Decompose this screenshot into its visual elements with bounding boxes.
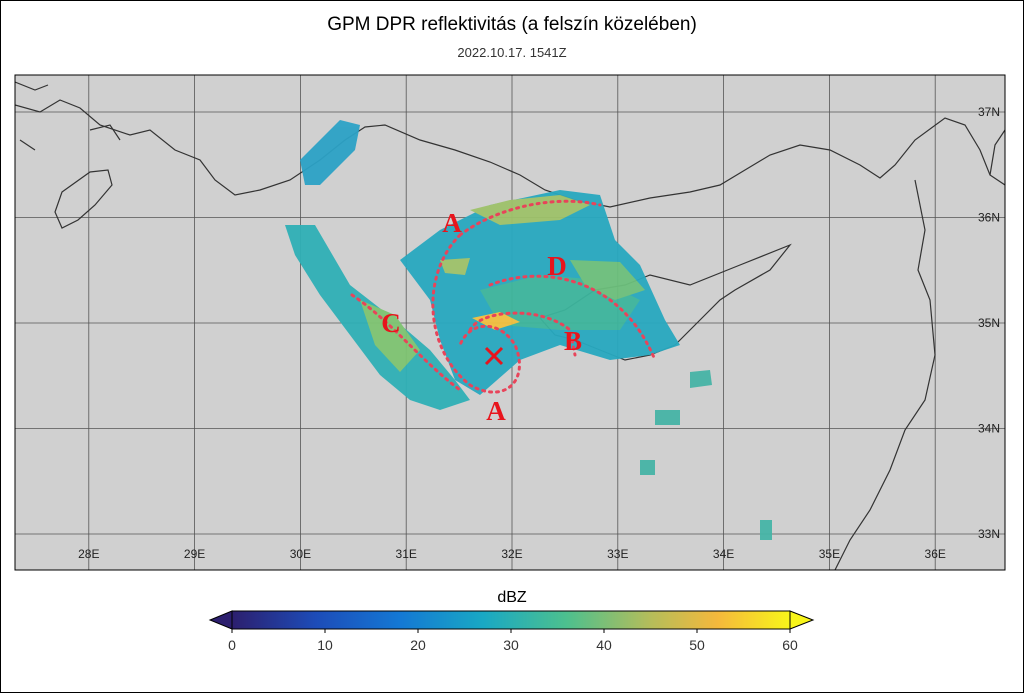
title: GPM DPR reflektivitás (a felszín közeléb… bbox=[327, 14, 697, 35]
colorbar-tick-label: 30 bbox=[503, 637, 519, 653]
map-border bbox=[14, 74, 1006, 571]
map: A A B C D 28E 29E 30E 31E 32E 33E 34E 35E 36E 37N… bbox=[15, 75, 1005, 570]
annotation: A bbox=[486, 396, 506, 426]
lat-label: 36N bbox=[978, 211, 1000, 225]
lon-label: 33E bbox=[607, 547, 628, 561]
lat-label: 35N bbox=[978, 316, 1000, 330]
graticule bbox=[15, 75, 1005, 570]
colorbar-label: dBZ bbox=[497, 589, 527, 606]
lat-label: 33N bbox=[978, 527, 1000, 541]
annotation: A bbox=[442, 208, 462, 238]
lon-label: 35E bbox=[819, 547, 840, 561]
colorbar-tick-label: 60 bbox=[782, 637, 798, 653]
annotation: B bbox=[564, 326, 582, 356]
lon-label: 36E bbox=[925, 547, 946, 561]
lon-label: 30E bbox=[290, 547, 311, 561]
lon-label: 34E bbox=[713, 547, 734, 561]
colorbar-tick-label: 40 bbox=[596, 637, 612, 653]
reflectivity-echoes bbox=[285, 120, 772, 540]
graticule-labels: 28E 29E 30E 31E 32E 33E 34E 35E 36E 37N 36N 35N 34N 3… bbox=[78, 105, 1000, 561]
lon-label: 28E bbox=[78, 547, 99, 561]
colorbar-tick-label: 10 bbox=[317, 637, 333, 653]
colorbar-tick-label: 50 bbox=[689, 637, 705, 653]
colorbar-tick-label: 0 bbox=[228, 637, 236, 653]
dotted-tracks bbox=[350, 199, 657, 394]
annotation: D bbox=[547, 251, 567, 281]
lat-label: 37N bbox=[978, 105, 1000, 119]
lon-label: 31E bbox=[396, 547, 417, 561]
annotation: C bbox=[381, 308, 401, 338]
subtitle: 2022.10.17. 1541Z bbox=[457, 45, 566, 60]
colorbar-tick-label: 20 bbox=[410, 637, 426, 653]
lat-label: 34N bbox=[978, 422, 1000, 436]
colorbar-ticks: 0 10 20 30 40 50 60 bbox=[228, 629, 798, 653]
lon-label: 29E bbox=[184, 547, 205, 561]
colorbar bbox=[231, 610, 791, 630]
lon-label: 32E bbox=[501, 547, 522, 561]
center-marker bbox=[484, 346, 504, 366]
